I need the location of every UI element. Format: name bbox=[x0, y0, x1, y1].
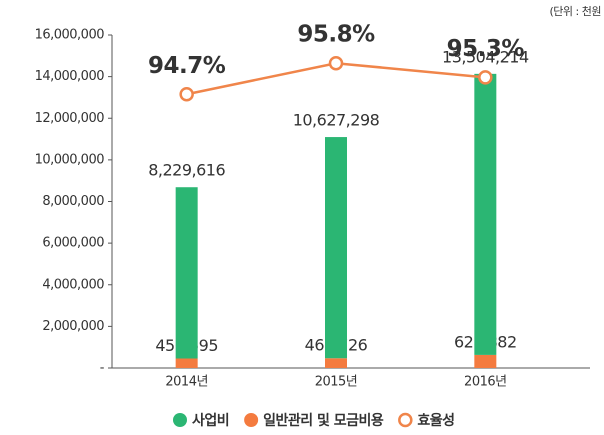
bar-segment bbox=[474, 73, 497, 355]
unit-label: (단위 : 천원 bbox=[550, 4, 601, 18]
legend-label: 사업비 bbox=[192, 413, 229, 429]
y-tick-label: - bbox=[100, 361, 105, 376]
y-tick-label: 8,000,000 bbox=[42, 194, 104, 209]
legend-marker bbox=[244, 413, 259, 427]
legend-label: 효율성 bbox=[417, 412, 454, 429]
y-tick-label: 6,000,000 bbox=[42, 236, 104, 251]
x-tick-label: 2014년 bbox=[165, 375, 208, 390]
line-label: 94.7% bbox=[148, 53, 226, 79]
x-tick-label: 2015년 bbox=[315, 375, 358, 390]
line-label: 95.8% bbox=[297, 22, 375, 48]
data-label: 8,229,616 bbox=[148, 161, 225, 180]
line-marker bbox=[179, 87, 194, 102]
bar-segment bbox=[325, 137, 347, 359]
y-tick-label: 14,000,000 bbox=[35, 69, 105, 84]
legend-label: 일반관리 및 모금비용 bbox=[263, 412, 384, 429]
line-label: 95.3% bbox=[447, 36, 525, 62]
bar-segment bbox=[175, 187, 198, 359]
y-tick-label: 10,000,000 bbox=[35, 152, 105, 167]
bar-segment bbox=[175, 358, 198, 368]
y-tick-label: 12,000,000 bbox=[35, 111, 105, 126]
y-tick-label: 2,000,000 bbox=[42, 319, 104, 334]
legend-marker bbox=[398, 412, 413, 428]
x-tick-label: 2016년 bbox=[464, 375, 507, 390]
line-marker bbox=[328, 55, 344, 71]
data-label: 13,504,214 bbox=[442, 47, 529, 66]
bar-segment bbox=[325, 358, 347, 368]
line-marker bbox=[478, 70, 493, 85]
legend-marker bbox=[173, 413, 187, 427]
data-label: 10,627,298 bbox=[293, 111, 380, 130]
y-tick-label: 16,000,000 bbox=[35, 28, 105, 43]
bar-segment bbox=[474, 354, 497, 368]
y-tick-label: 4,000,000 bbox=[42, 277, 104, 292]
